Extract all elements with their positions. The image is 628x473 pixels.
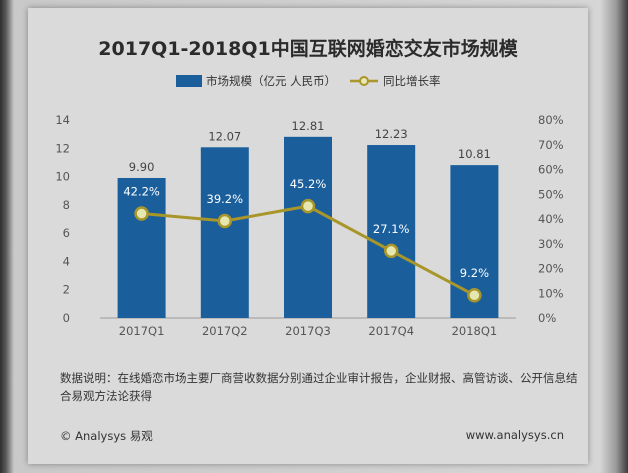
- x-tick-label: 2017Q1: [119, 324, 165, 338]
- copyright-text: © Analysys 易观: [60, 429, 153, 443]
- legend-bar-label: 市场规模（亿元 人民币）: [206, 74, 336, 88]
- bar-value-label: 12.81: [292, 119, 325, 133]
- x-tick-label: 2018Q1: [452, 324, 498, 338]
- y-left-tick-label: 10: [55, 170, 70, 184]
- legend-line-marker: [359, 76, 369, 86]
- line-point: [217, 213, 233, 229]
- x-tick-label: 2017Q3: [285, 324, 331, 338]
- chart-svg: 市场规模（亿元 人民币） 同比增长率 0 2 4 6 8 10 12 14 0% 10% 20% 30% 4…: [55, 74, 564, 338]
- y-right-tick-label: 20%: [538, 262, 564, 276]
- legend-bar-swatch: [176, 75, 202, 87]
- chart-title: 2017Q1-2018Q1中国互联网婚恋交友市场规模: [98, 38, 518, 60]
- bar: [367, 145, 416, 318]
- line-value-label: 9.2%: [460, 266, 489, 280]
- bar-value-label: 12.23: [375, 127, 408, 141]
- chart-card: 2017Q1-2018Q1中国互联网婚恋交友市场规模 市场规模（亿元 人民币） 同…: [28, 8, 588, 464]
- bar: [284, 136, 332, 318]
- line-point: [300, 198, 316, 214]
- bar-value-label: 9.90: [129, 160, 155, 174]
- y-right-tick-label: 40%: [538, 212, 564, 226]
- bar: [200, 147, 249, 318]
- x-tick-label: 2017Q2: [202, 324, 248, 338]
- line-value-label: 42.2%: [123, 185, 160, 199]
- y-right-tick-label: 70%: [538, 138, 564, 152]
- y-left-tick-label: 12: [55, 141, 70, 155]
- y-right-tick-label: 80%: [538, 113, 564, 127]
- line-value-label: 45.2%: [290, 177, 327, 191]
- bar-value-label: 10.81: [458, 147, 491, 161]
- y-left-tick-label: 14: [55, 113, 70, 127]
- y-left-tick-label: 6: [63, 226, 70, 240]
- y-left-tick-label: 0: [63, 311, 70, 325]
- legend-line-label: 同比增长率: [383, 74, 441, 88]
- y-right-tick-label: 10%: [538, 286, 564, 300]
- y-right-tick-label: 30%: [538, 237, 564, 251]
- line-point: [134, 206, 149, 221]
- bar: [117, 177, 166, 318]
- y-right-tick-label: 60%: [538, 163, 564, 177]
- y-left-tick-label: 2: [63, 283, 70, 297]
- line-point: [467, 287, 482, 303]
- line-value-label: 39.2%: [207, 192, 244, 206]
- y-right-tick-label: 0%: [538, 311, 556, 325]
- line-value-label: 27.1%: [373, 222, 410, 236]
- y-right-tick-label: 50%: [538, 187, 564, 201]
- data-note: 数据说明：在线婚恋市场主要厂商营收数据分别通过企业审计报告，企业财报、高管访谈、…: [60, 371, 578, 403]
- y-left-tick-label: 4: [63, 254, 70, 268]
- bar-value-label: 12.07: [208, 129, 241, 143]
- website-url: www.analysys.cn: [465, 428, 564, 442]
- line-point: [383, 243, 399, 259]
- x-tick-label: 2017Q4: [368, 324, 414, 338]
- y-left-tick-label: 8: [63, 198, 70, 212]
